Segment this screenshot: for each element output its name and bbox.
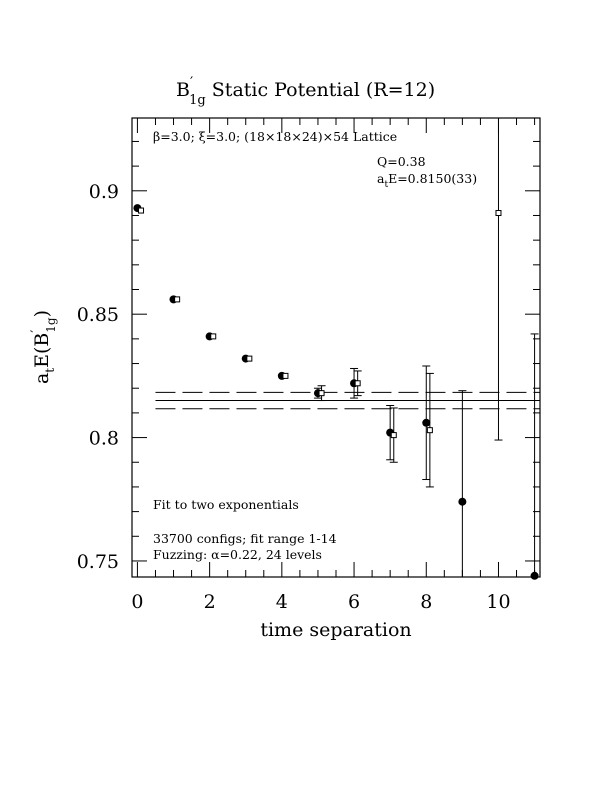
- fit-type-label: Fit to two exponentials: [153, 497, 299, 512]
- x-tick-label: 6: [348, 591, 360, 613]
- fit-energy-rest: E=0.8150(33): [388, 171, 477, 186]
- x-tick-label: 10: [486, 591, 510, 613]
- y-axis-label-group: atE(B′1g): [29, 310, 58, 384]
- title-sub: 1g: [189, 93, 206, 108]
- data-point-square: [210, 333, 217, 340]
- fuzzing-label: Fuzzing: α=0.22, 24 levels: [153, 547, 322, 562]
- data-point-square: [354, 380, 361, 387]
- y-tick-label: 0.8: [89, 428, 119, 450]
- y-tick-label: 0.9: [89, 181, 119, 203]
- lattice-label: β=3.0; ξ=3.0; (18×18×24)×54 Lattice: [153, 129, 397, 144]
- data-point-square: [426, 427, 433, 434]
- data-points: [133, 118, 539, 580]
- ylabel-e: E(B: [31, 333, 53, 368]
- data-point-circle: [458, 497, 467, 506]
- ylabel-t: t: [43, 368, 57, 373]
- data-point-square: [495, 210, 502, 217]
- x-tick-label: 8: [420, 591, 432, 613]
- data-point-square: [138, 207, 145, 214]
- y-tick-label: 0.85: [77, 304, 119, 326]
- fit-band: [155, 391, 540, 410]
- ylabel-sub: 1g: [44, 317, 58, 333]
- title-prime: ′: [190, 75, 193, 91]
- chart-title: B′ 1g Static Potential (R=12): [176, 75, 435, 108]
- ylabel-a: a: [31, 373, 53, 384]
- x-axis-label: time separation: [260, 619, 411, 641]
- fit-energy-a: a: [377, 171, 385, 186]
- x-tick-label: 0: [131, 591, 143, 613]
- data-point-circle: [422, 418, 431, 427]
- fit-q-label: Q=0.38: [377, 154, 426, 169]
- data-point-square: [174, 296, 181, 303]
- fit-energy-t: t: [384, 180, 388, 190]
- data-point-square: [282, 372, 289, 379]
- tick-labels: 0 2 4 6 8 10 0.75 0.8 0.85 0.9: [77, 181, 511, 613]
- ylabel-close: ): [31, 310, 53, 317]
- fit-energy-label: atE=0.8150(33): [377, 171, 477, 190]
- x-tick-label: 2: [204, 591, 216, 613]
- configs-label: 33700 configs; fit range 1-14: [153, 531, 337, 546]
- x-tick-label: 4: [276, 591, 288, 613]
- data-point-square: [390, 432, 397, 439]
- data-point-square: [318, 390, 325, 397]
- data-point-square: [246, 355, 253, 362]
- ylabel-prime: ′: [29, 330, 44, 333]
- plot-frame: [131, 117, 541, 578]
- data-point-circle: [530, 571, 539, 580]
- y-axis-label: atE(B′1g): [29, 310, 58, 384]
- y-tick-label: 0.75: [77, 551, 119, 573]
- title-rest: Static Potential (R=12): [206, 79, 435, 101]
- title-main: B: [176, 79, 190, 101]
